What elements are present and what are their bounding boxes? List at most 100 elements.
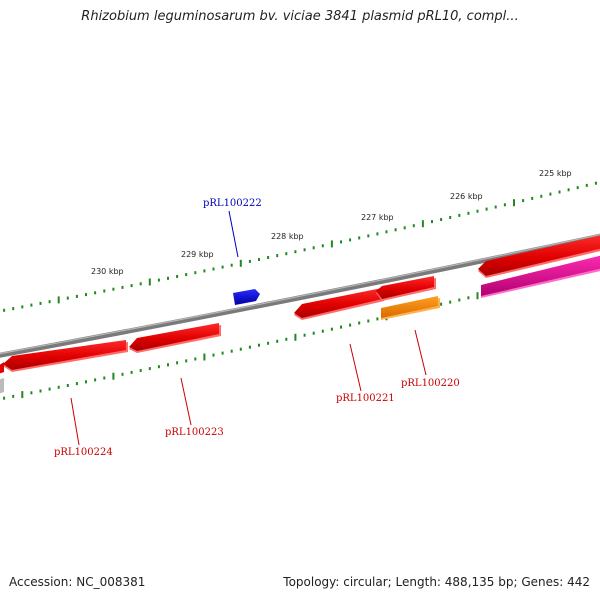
minor-tick	[558, 190, 561, 194]
accession-text: Accession: NC_008381	[9, 575, 146, 589]
label-line-pRL100221	[349, 343, 362, 392]
major-tick	[294, 333, 297, 341]
minor-tick	[103, 289, 106, 293]
minor-tick	[349, 323, 352, 327]
minor-tick	[185, 273, 188, 277]
gene-pRL100221b[interactable]	[376, 276, 436, 301]
minor-tick	[167, 276, 169, 280]
backbone-line	[0, 233, 600, 358]
topology-text: Topology: circular; Length: 488,135 bp; …	[283, 575, 590, 589]
minor-tick	[340, 240, 342, 244]
major-tick	[57, 296, 60, 304]
gene-pRL100223[interactable]	[129, 323, 221, 353]
minor-tick	[48, 387, 51, 391]
minor-tick	[440, 302, 443, 306]
major-tick	[330, 240, 333, 248]
minor-tick	[467, 296, 470, 300]
major-tick	[239, 259, 242, 267]
minor-tick	[30, 391, 33, 395]
gene-label-pRL100220[interactable]: pRL100220	[401, 378, 460, 389]
minor-tick	[267, 341, 270, 345]
minor-tick	[485, 207, 488, 211]
major-tick	[21, 391, 24, 399]
minor-tick	[367, 319, 370, 323]
minor-tick	[194, 357, 197, 361]
minor-tick	[66, 384, 69, 387]
tick-label-228: 228 kbp	[271, 232, 304, 241]
tick-label-225: 225 kbp	[539, 169, 572, 178]
minor-tick	[367, 234, 370, 238]
minor-tick	[303, 333, 306, 337]
minor-tick	[321, 329, 324, 333]
minor-tick	[112, 287, 115, 291]
minor-tick	[330, 327, 333, 331]
minor-tick	[212, 267, 215, 271]
major-tick	[112, 372, 115, 380]
gene-feature-right-magenta[interactable]	[481, 255, 600, 298]
gene-label-pRL100222[interactable]: pRL100222	[203, 198, 262, 209]
minor-tick	[403, 226, 406, 230]
minor-tick	[12, 394, 15, 398]
minor-tick	[167, 363, 169, 367]
major-tick	[513, 199, 515, 207]
gene-label-pRL100224[interactable]: pRL100224	[54, 447, 113, 458]
gene-label-pRL100221[interactable]: pRL100221	[336, 393, 395, 404]
minor-tick	[258, 258, 260, 261]
minor-tick	[303, 248, 306, 252]
minor-tick	[531, 196, 534, 200]
minor-tick	[294, 250, 297, 254]
minor-tick	[540, 194, 543, 198]
minor-tick	[267, 256, 270, 259]
gene-pRL100224[interactable]	[3, 340, 128, 372]
minor-tick	[467, 211, 470, 215]
minor-tick	[230, 263, 233, 267]
gene-label-pRL100223[interactable]: pRL100223	[165, 427, 224, 438]
major-tick	[476, 292, 479, 300]
minor-tick	[431, 220, 433, 224]
minor-tick	[176, 361, 179, 365]
minor-tick	[549, 192, 552, 196]
gene-feature-left-edge	[0, 362, 4, 394]
tick-label-226: 226 kbp	[450, 192, 483, 201]
minor-tick	[276, 254, 279, 258]
minor-tick	[85, 293, 87, 297]
gene-pRL100220[interactable]	[381, 296, 440, 320]
minor-tick	[21, 305, 24, 309]
minor-tick	[30, 303, 33, 307]
minor-tick	[358, 236, 361, 240]
minor-tick	[203, 269, 206, 273]
minor-tick	[258, 343, 260, 347]
minor-tick	[476, 209, 479, 213]
gene-pRL100222[interactable]	[233, 289, 260, 305]
minor-tick	[39, 301, 42, 305]
minor-tick	[494, 205, 497, 209]
minor-tick	[139, 282, 142, 286]
minor-tick	[185, 359, 188, 363]
minor-tick	[221, 351, 224, 355]
minor-tick	[312, 246, 315, 250]
gene-pRL100221[interactable]	[294, 288, 384, 320]
backbone-highlight	[0, 234, 600, 355]
tick-label-230: 230 kbp	[91, 267, 124, 276]
gene-feature-right-red[interactable]	[478, 235, 600, 278]
label-line-pRL100223	[180, 377, 192, 426]
label-line-pRL100220	[414, 329, 427, 376]
minor-tick	[340, 325, 342, 329]
minor-tick	[522, 199, 525, 203]
minor-tick	[585, 183, 588, 187]
minor-tick	[12, 307, 15, 311]
minor-tick	[130, 284, 133, 288]
outer-tick-marks	[3, 181, 597, 312]
minor-tick	[75, 382, 78, 386]
minor-tick	[148, 367, 151, 371]
minor-tick	[412, 224, 415, 228]
minor-tick	[449, 216, 452, 219]
minor-tick	[385, 230, 388, 234]
minor-tick	[194, 271, 197, 275]
minor-tick	[157, 278, 160, 282]
minor-tick	[57, 385, 60, 389]
minor-tick	[576, 186, 579, 190]
minor-tick	[3, 308, 6, 312]
minor-tick	[48, 300, 51, 304]
